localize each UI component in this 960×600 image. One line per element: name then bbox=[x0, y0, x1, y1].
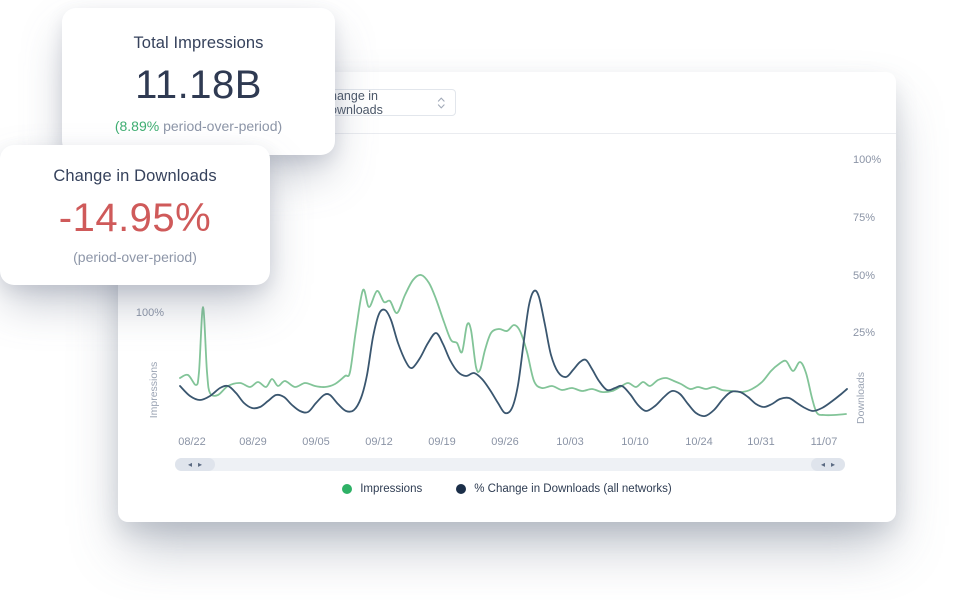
delta-caption: period-over-period) bbox=[159, 118, 283, 134]
chart-scrollbar-right-handle[interactable]: ◂ ▸ bbox=[811, 458, 845, 471]
change-in-downloads-caption: (period-over-period) bbox=[73, 249, 197, 265]
delta-percent: (8.89% bbox=[114, 118, 160, 134]
change-in-downloads-card: Change in Downloads -14.95% (period-over… bbox=[0, 145, 270, 285]
chart-legend: Impressions % Change in Downloads (all ne… bbox=[118, 483, 896, 495]
chevron-up-down-icon bbox=[437, 97, 445, 108]
x-tick-11-07: 11/07 bbox=[810, 436, 838, 448]
scroll-left-icon[interactable]: ◂ bbox=[187, 460, 192, 469]
right-tick-100%: 100% bbox=[853, 154, 882, 166]
legend-label: Impressions bbox=[360, 483, 423, 495]
right-axis-title: Downloads bbox=[855, 372, 867, 424]
header-divider bbox=[118, 133, 896, 134]
chart-scrollbar-left-handle[interactable]: ◂ ▸ bbox=[175, 458, 215, 471]
series-line-1 bbox=[179, 289, 848, 417]
x-tick-09-19: 09/19 bbox=[428, 436, 456, 448]
x-tick-10-31: 10/31 bbox=[747, 436, 775, 448]
x-tick-10-24: 10/24 bbox=[685, 436, 713, 448]
x-tick-10-03: 10/03 bbox=[556, 436, 584, 448]
legend-dot-icon bbox=[342, 484, 353, 494]
scroll-left-icon[interactable]: ◂ bbox=[820, 460, 825, 469]
legend-dot-icon bbox=[456, 484, 467, 494]
x-tick-09-26: 09/26 bbox=[491, 436, 519, 448]
total-impressions-delta: (8.89% period-over-period) bbox=[62, 118, 335, 134]
scroll-right-icon[interactable]: ▸ bbox=[198, 460, 203, 469]
x-tick-10-10: 10/10 bbox=[621, 436, 649, 448]
right-tick-75%: 75% bbox=[853, 212, 876, 224]
right-tick-50%: 50% bbox=[853, 270, 876, 282]
legend-item-0[interactable]: Impressions bbox=[342, 483, 422, 495]
left-axis-title: Impressions bbox=[148, 361, 160, 419]
legend-item-1[interactable]: % Change in Downloads (all networks) bbox=[456, 483, 672, 495]
x-tick-08-29: 08/29 bbox=[239, 436, 267, 448]
change-in-downloads-value: -14.95% bbox=[58, 196, 212, 240]
x-tick-09-05: 09/05 bbox=[302, 436, 330, 448]
chart-scrollbar-track[interactable] bbox=[175, 458, 845, 471]
x-tick-09-12: 09/12 bbox=[365, 436, 393, 448]
change-in-downloads-title: Change in Downloads bbox=[53, 167, 217, 185]
left-axis-tick: 100% bbox=[135, 307, 164, 319]
total-impressions-card: Total Impressions 11.18B (8.89% period-o… bbox=[62, 8, 335, 155]
total-impressions-value: 11.18B bbox=[135, 63, 262, 107]
total-impressions-title: Total Impressions bbox=[133, 34, 264, 52]
right-tick-25%: 25% bbox=[853, 327, 876, 339]
legend-label: % Change in Downloads (all networks) bbox=[474, 483, 672, 495]
scroll-right-icon[interactable]: ▸ bbox=[831, 460, 836, 469]
series-line-0 bbox=[179, 274, 847, 417]
metric-dropdown-label: Change in Downloads bbox=[321, 88, 383, 117]
x-tick-08-22: 08/22 bbox=[178, 436, 206, 448]
